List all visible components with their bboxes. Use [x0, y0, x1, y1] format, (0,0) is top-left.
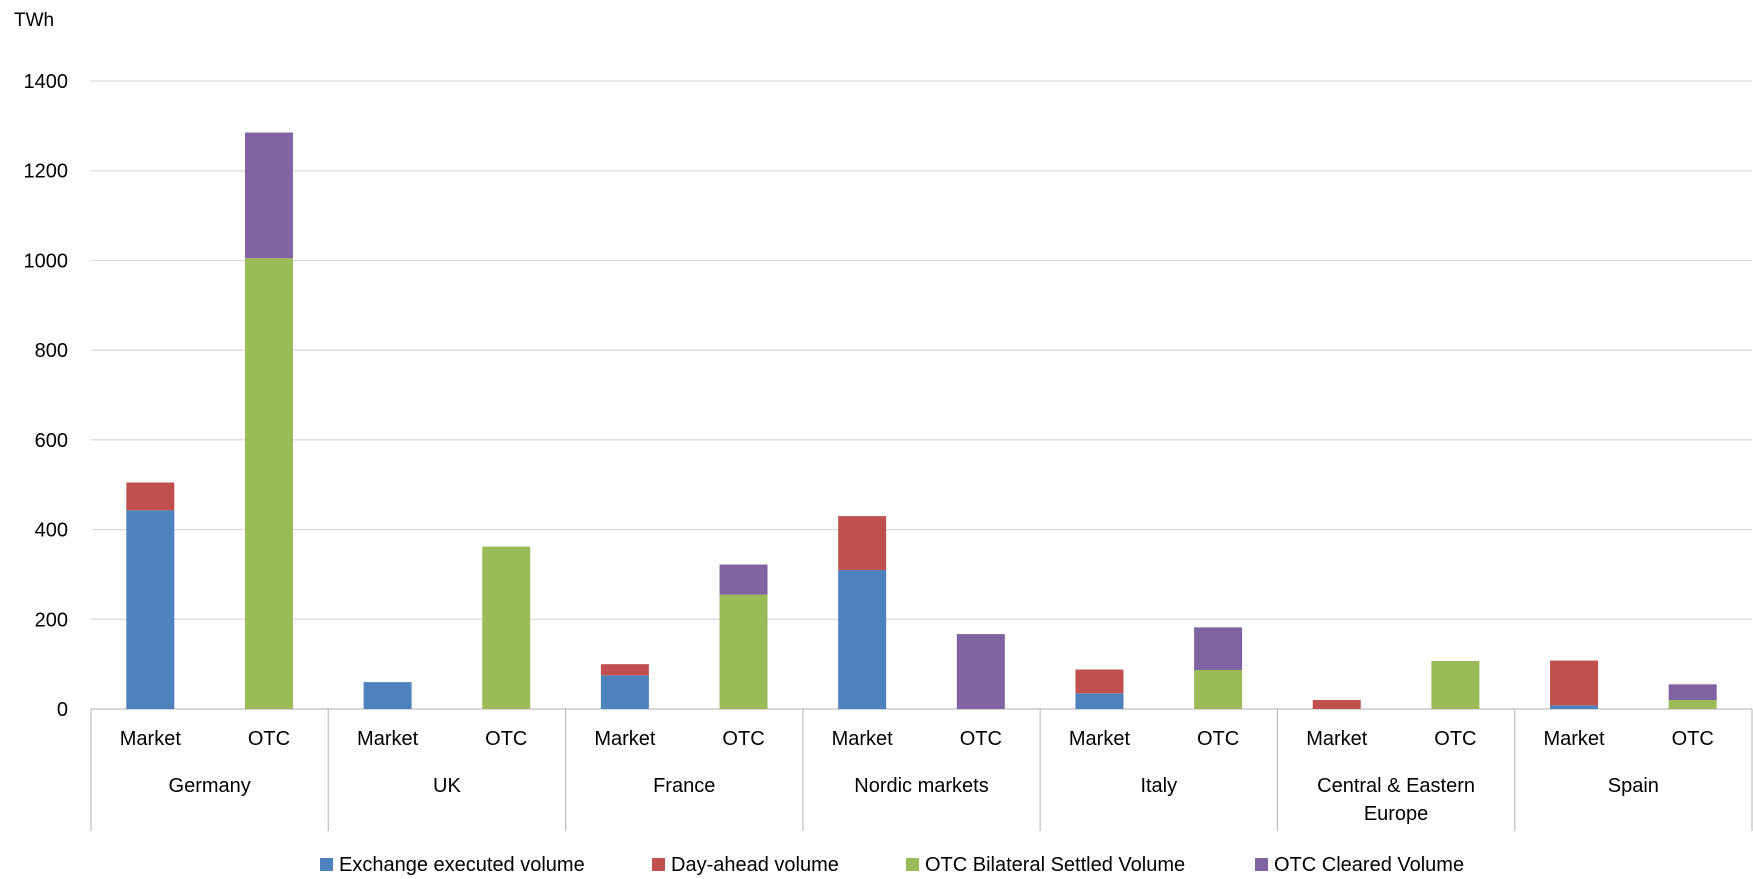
- x-category-label: OTC: [722, 728, 764, 750]
- bar-segment: [244, 132, 293, 259]
- legend-swatch: [320, 858, 333, 871]
- x-group-label: Italy: [1140, 775, 1177, 797]
- y-tick-label: 0: [57, 699, 68, 721]
- bar-segment: [600, 664, 649, 676]
- x-group-label: UK: [433, 775, 461, 797]
- x-category-label: OTC: [1672, 728, 1714, 750]
- bar-segment: [719, 594, 768, 709]
- bar-segment: [838, 569, 887, 709]
- bar-segment: [363, 682, 412, 709]
- bar-segment: [482, 546, 531, 709]
- x-category-label: Market: [1543, 728, 1605, 750]
- bars: [126, 132, 1717, 709]
- x-category-label: Market: [120, 728, 182, 750]
- legend-label: Exchange executed volume: [339, 854, 585, 876]
- y-axis-unit-label: TWh: [14, 10, 54, 31]
- x-category-label: Market: [832, 728, 894, 750]
- y-tick-label: 1000: [24, 250, 69, 272]
- bar-segment: [244, 258, 293, 709]
- bar-segment: [838, 516, 887, 570]
- y-tick-label: 400: [35, 520, 68, 542]
- legend-swatch: [652, 858, 665, 871]
- x-category-label: OTC: [1197, 728, 1239, 750]
- y-tick-label: 600: [35, 430, 68, 452]
- bar-segment: [126, 510, 175, 709]
- x-category-label: OTC: [248, 728, 290, 750]
- x-group-label: Europe: [1364, 803, 1429, 825]
- y-tick-label: 200: [35, 609, 68, 631]
- x-category-label: OTC: [960, 728, 1002, 750]
- bar-segment: [600, 675, 649, 709]
- bar-segment: [1075, 669, 1124, 694]
- x-group-label: Nordic markets: [854, 775, 988, 797]
- gridlines: [91, 80, 1752, 710]
- bar-segment: [1194, 669, 1243, 709]
- y-tick-label: 1200: [24, 161, 69, 183]
- x-group-label: Germany: [169, 775, 251, 797]
- y-tick-label: 800: [35, 340, 68, 362]
- bar-segment: [1075, 693, 1124, 709]
- bar-segment: [1550, 705, 1599, 709]
- y-axis-tick-labels: 0 200 400 600 800 1000 1200 1400: [24, 71, 69, 721]
- legend-label: Day-ahead volume: [671, 854, 839, 876]
- bar-segment: [1312, 700, 1361, 709]
- legend-swatch: [1255, 858, 1268, 871]
- bar-segment: [719, 564, 768, 595]
- bar-segment: [1668, 684, 1717, 701]
- bar-segment: [1550, 660, 1599, 706]
- legend-label: OTC Cleared Volume: [1274, 854, 1464, 876]
- bar-segment: [1668, 700, 1717, 709]
- x-group-label: France: [653, 775, 715, 797]
- x-group-label: Central & Eastern: [1317, 775, 1475, 797]
- legend: Exchange executed volume Day-ahead volume…: [320, 854, 1464, 876]
- bar-segment: [1431, 661, 1480, 709]
- legend-label: OTC Bilateral Settled Volume: [925, 854, 1185, 876]
- x-category-label: OTC: [1434, 728, 1476, 750]
- x-group-label: Spain: [1608, 775, 1659, 797]
- x-category-label: Market: [357, 728, 419, 750]
- x-category-label: Market: [594, 728, 656, 750]
- x-axis: Market OTC Germany Market OTC UK Market OTC Fran…: [90, 709, 1753, 831]
- bar-segment: [126, 482, 175, 511]
- bar-segment: [1194, 627, 1243, 670]
- x-category-label: Market: [1306, 728, 1368, 750]
- x-category-label: OTC: [485, 728, 527, 750]
- bar-segment: [956, 634, 1005, 709]
- legend-swatch: [906, 858, 919, 871]
- y-tick-label: 1400: [24, 71, 69, 93]
- x-category-label: Market: [1069, 728, 1131, 750]
